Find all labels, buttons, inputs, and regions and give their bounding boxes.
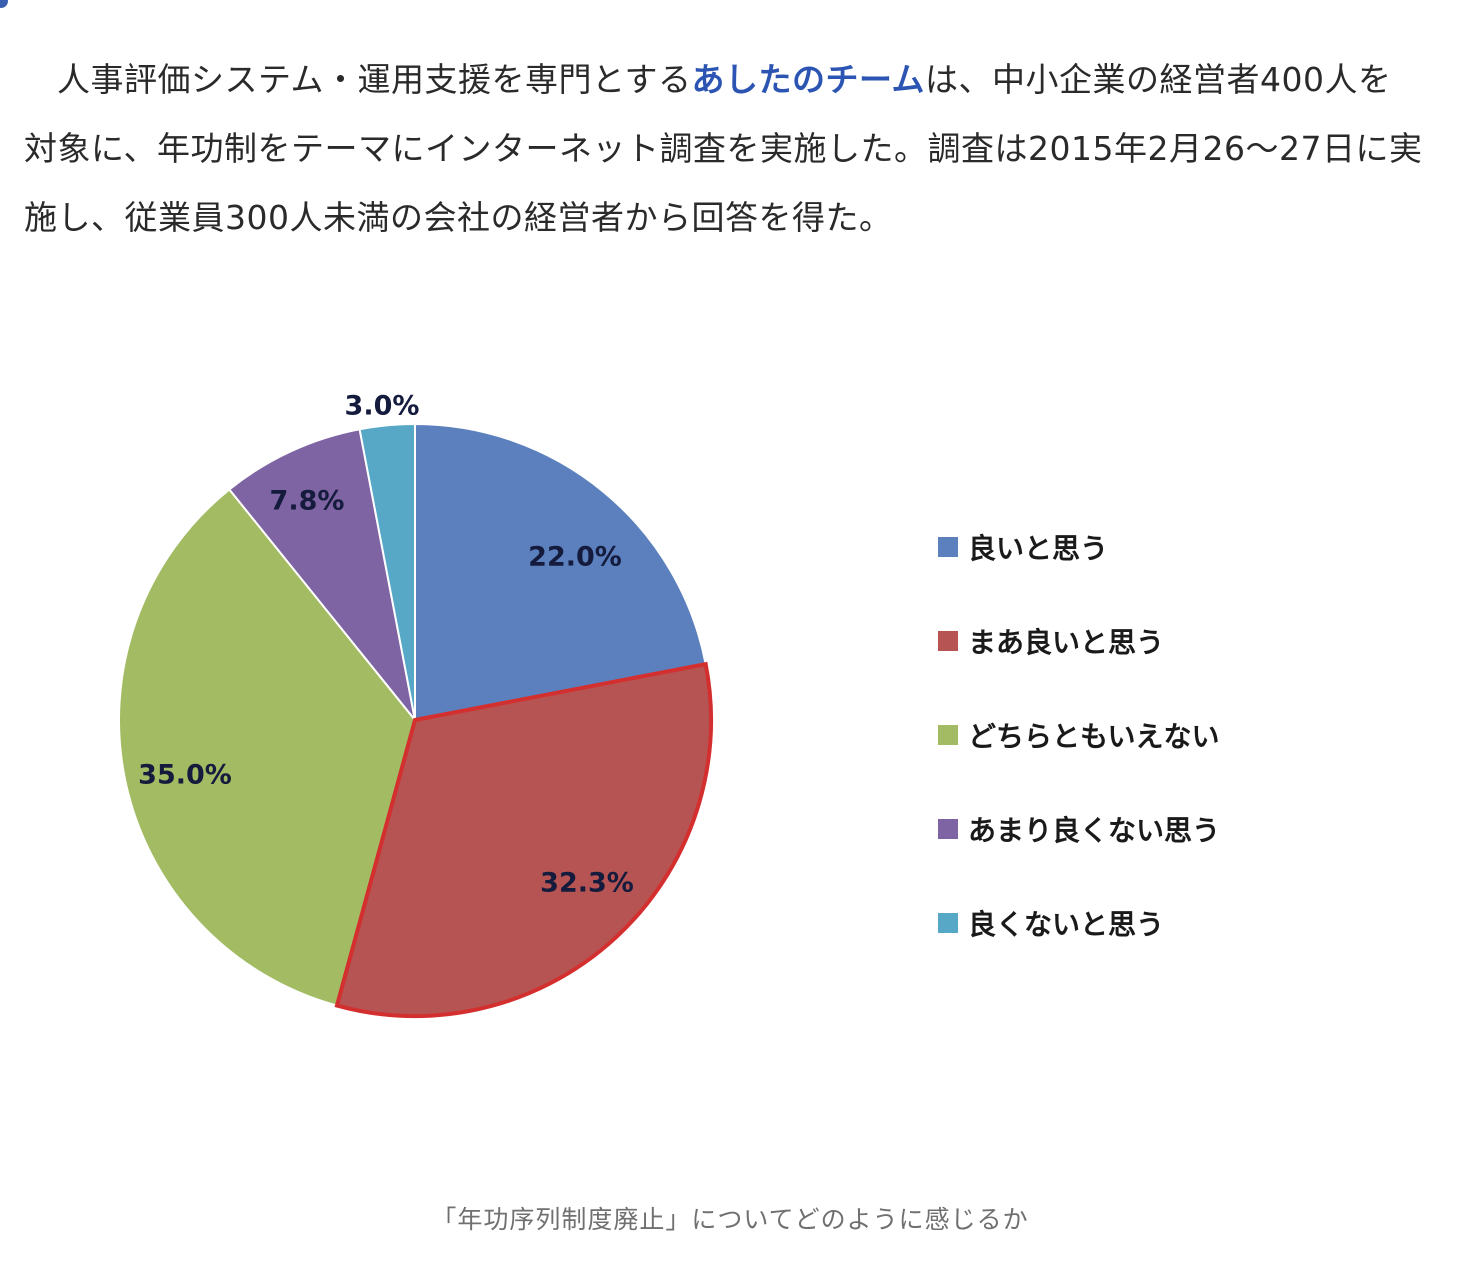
slice-label-5: 3.0% xyxy=(345,391,420,422)
pie-slice-5 xyxy=(358,422,416,721)
legend-item-4: あまり良くない思う xyxy=(938,782,1358,876)
legend-label-4: あまり良くない思う xyxy=(968,814,1221,847)
slice-label-3: 35.0% xyxy=(138,760,232,791)
legend-swatch-3 xyxy=(938,725,958,745)
article-text-after: は、中小企業の経営者400人を対象に、年功制をテーマにインターネット調査を実施し… xyxy=(24,60,1423,237)
legend-item-5: 良くないと思う xyxy=(938,876,1358,970)
legend-swatch-1 xyxy=(938,537,958,557)
legend-swatch-5 xyxy=(938,913,958,933)
legend-label-3: どちらともいえない xyxy=(968,720,1220,753)
article-paragraph: 人事評価システム・運用支援を専門とするあしたのチームは、中小企業の経営者400人… xyxy=(24,45,1424,252)
legend-item-1: 良いと思う xyxy=(938,500,1358,594)
slice-label-4: 7.8% xyxy=(270,486,345,517)
legend-swatch-4 xyxy=(938,819,958,839)
pie-slice-4 xyxy=(227,428,416,721)
legend-swatch-2 xyxy=(938,631,958,651)
chart-caption: 「年功序列制度廃止」についてどのように感じるか xyxy=(431,1205,1029,1234)
corner-indicator xyxy=(0,0,8,8)
legend-item-2: まあ良いと思う xyxy=(938,594,1358,688)
pie-chart: 22.0% 32.3% 35.0% 7.8% 3.0% xyxy=(100,380,740,1040)
slice-label-2: 32.3% xyxy=(540,868,634,899)
pie-slice-1 xyxy=(414,422,707,722)
legend-item-3: どちらともいえない xyxy=(938,688,1358,782)
legend-label-1: 良いと思う xyxy=(968,532,1109,565)
slice-label-1: 22.0% xyxy=(528,542,622,573)
chart-legend: 良いと思うまあ良いと思うどちらともいえない あまり良くない思う 良くないと思う xyxy=(938,500,1358,970)
pie-slice-2 xyxy=(334,661,713,1018)
legend-label-5: 良くないと思う xyxy=(968,908,1165,941)
company-link[interactable]: あしたのチーム xyxy=(691,60,926,99)
pie-chart-svg: 22.0% 32.3% 35.0% 7.8% 3.0% xyxy=(118,391,713,1018)
legend-label-2: まあ良いと思う xyxy=(968,626,1165,659)
pie-slice-3 xyxy=(118,488,417,1007)
article-text-before: 人事評価システム・運用支援を専門とする xyxy=(57,60,692,99)
